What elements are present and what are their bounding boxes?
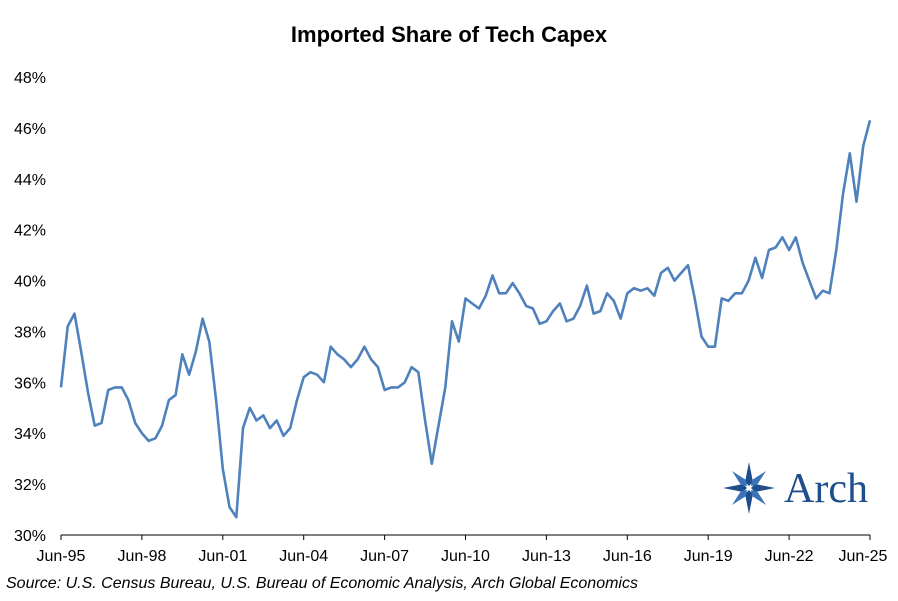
series-group: [59, 119, 872, 519]
x-tick-label: Jun-13: [522, 548, 571, 565]
x-tick-label: Jun-95: [37, 548, 86, 565]
chart-title: Imported Share of Tech Capex: [291, 22, 608, 47]
x-axis: Jun-95 Jun-98 Jun-01 Jun-04 Jun-07 Jun-10 Jun-…: [37, 534, 888, 565]
x-tick-label: Jun-19: [684, 548, 733, 565]
y-tick-label: 38%: [14, 324, 46, 341]
y-tick-label: 40%: [14, 274, 46, 291]
source-note: Source: U.S. Census Bureau, U.S. Bureau …: [6, 575, 638, 592]
compass-star-icon: [723, 462, 775, 514]
y-axis: 30% 32% 34% 36% 38% 40% 42% 44% 46% 48%: [14, 70, 46, 545]
y-tick-label: 34%: [14, 426, 46, 443]
x-tick-label: Jun-25: [839, 548, 888, 565]
arch-logo: Arch: [723, 462, 868, 514]
series-line: [59, 119, 872, 519]
y-tick-label: 46%: [14, 121, 46, 138]
x-tick-label: Jun-98: [117, 548, 166, 565]
y-tick-label: 32%: [14, 477, 46, 494]
logo-text: Arch: [784, 466, 868, 512]
x-tick-label: Jun-10: [441, 548, 490, 565]
x-tick-label: Jun-04: [279, 548, 328, 565]
x-tick-label: Jun-22: [765, 548, 814, 565]
y-tick-label: 30%: [14, 528, 46, 545]
x-tick-label: Jun-16: [603, 548, 652, 565]
y-tick-label: 44%: [14, 172, 46, 189]
y-tick-label: 48%: [14, 70, 46, 87]
x-tick-label: Jun-01: [198, 548, 247, 565]
x-tick-label: Jun-07: [360, 548, 409, 565]
y-tick-label: 42%: [14, 223, 46, 240]
y-tick-label: 36%: [14, 375, 46, 392]
